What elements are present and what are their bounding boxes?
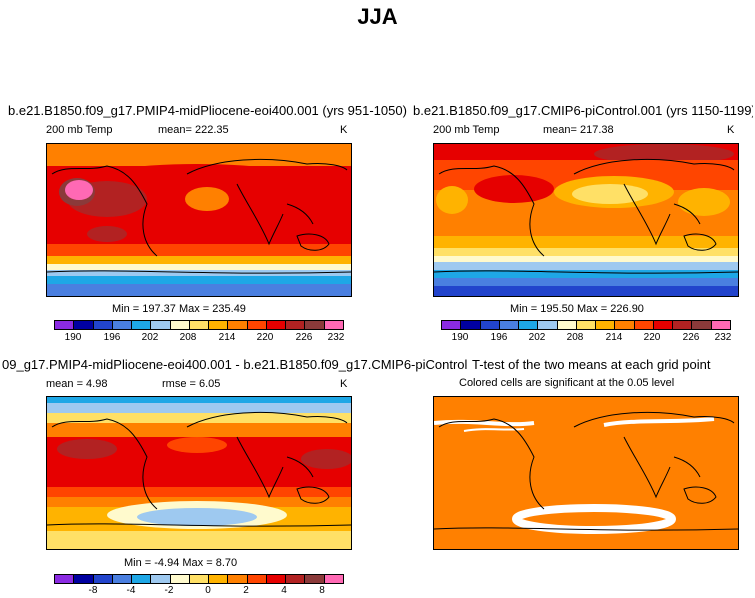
panel2-mean: mean= 217.38 <box>543 124 614 136</box>
panel3-tick: 0 <box>205 585 211 596</box>
panel1-map <box>46 143 352 297</box>
figure-title: JJA <box>357 4 398 29</box>
panel3-mean: mean = 4.98 <box>46 378 108 390</box>
panel3-tick: -2 <box>164 585 174 596</box>
panel1-minmax: Min = 197.37 Max = 235.49 <box>112 303 246 315</box>
panel1-tick: 196 <box>103 332 121 343</box>
panel4-title: T-test of the two means at each grid poi… <box>472 357 711 372</box>
panel2-tick: 196 <box>490 332 508 343</box>
panel1-tick: 232 <box>327 332 345 343</box>
panel1-tick: 226 <box>295 332 313 343</box>
panel2-colorbar <box>441 320 731 330</box>
panel1-tick: 208 <box>179 332 197 343</box>
panel3-rmse: rmse = 6.05 <box>162 378 221 390</box>
panel1-units: K <box>340 124 348 136</box>
panel2-tick: 220 <box>643 332 661 343</box>
panel1-colorbar <box>54 320 344 330</box>
panel4-subtitle: Colored cells are significant at the 0.0… <box>459 377 675 389</box>
panel2-units: K <box>727 124 735 136</box>
panel2-variable: 200 mb Temp <box>433 124 500 136</box>
panel1-variable: 200 mb Temp <box>46 124 113 136</box>
panel1-tick: 202 <box>141 332 159 343</box>
panel2-tick: 202 <box>528 332 546 343</box>
panel3-tick: 8 <box>319 585 325 596</box>
panel3-map <box>46 396 352 550</box>
panel1-tick: 214 <box>218 332 236 343</box>
panel1-tick: 220 <box>256 332 274 343</box>
panel3-title: 09_g17.PMIP4-midPliocene-eoi400.001 - b.… <box>2 357 468 372</box>
panel2-tick: 208 <box>566 332 584 343</box>
panel3-colorbar <box>54 574 344 584</box>
panel2-map <box>433 143 739 297</box>
panel3-minmax: Min = -4.94 Max = 8.70 <box>124 557 238 569</box>
panel3-units: K <box>340 378 348 390</box>
panel2-tick: 214 <box>605 332 623 343</box>
panel3-tick: -4 <box>126 585 136 596</box>
panel1-tick: 190 <box>64 332 82 343</box>
panel3-tick: 4 <box>281 585 287 596</box>
panel3-tick: 2 <box>243 585 249 596</box>
panel4-map <box>433 396 739 550</box>
panel1-mean: mean= 222.35 <box>158 124 229 136</box>
panel2-title: b.e21.B1850.f09_g17.CMIP6-piControl.001 … <box>413 103 753 118</box>
panel2-minmax: Min = 195.50 Max = 226.90 <box>510 303 644 315</box>
panel2-tick: 232 <box>714 332 732 343</box>
panel2-tick: 190 <box>451 332 469 343</box>
panel2-tick: 226 <box>682 332 700 343</box>
panel1-title: b.e21.B1850.f09_g17.PMIP4-midPliocene-eo… <box>8 103 407 118</box>
panel3-tick: -8 <box>88 585 98 596</box>
